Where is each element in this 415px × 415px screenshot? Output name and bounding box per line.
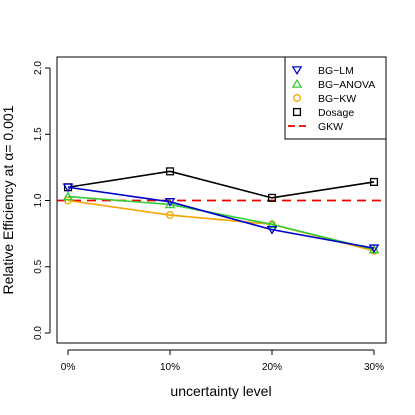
series-line-bg-kw [67, 199, 375, 252]
y-axis: 0.0 0.5 1.0 1.5 2.0 [33, 61, 51, 340]
series-dosage [63, 167, 379, 202]
data-point-bg-lm [266, 225, 278, 235]
series-line-dosage [67, 170, 375, 199]
x-tick-label: 0% [61, 362, 76, 373]
y-axis-title-alpha: α= 0.001 [0, 105, 16, 160]
data-point-bg-kw [166, 211, 174, 220]
legend-marker-bg-kw [293, 94, 301, 102]
y-tick-label: 0.5 [33, 259, 44, 273]
legend-marker-dosage [292, 107, 302, 117]
y-tick-label: 1.0 [33, 193, 44, 207]
y-axis-title-prefix: Relative Efficiency at [0, 165, 16, 295]
x-tick-label: 10% [160, 362, 180, 373]
y-axis-title: Relative Efficiency at α= 0.001 [0, 105, 16, 294]
data-point-bg-anova [164, 199, 176, 209]
series-layer [62, 167, 380, 255]
data-point-bg-lm [164, 198, 176, 207]
legend: BG−LM BG−ANOVA BG−KW Dosage GKW [284, 56, 387, 140]
data-point-dosage [267, 193, 277, 202]
legend-label-bg-lm: BG−LM [318, 65, 354, 77]
y-tick-label: 2.0 [33, 61, 44, 75]
legend-label-dosage: Dosage [318, 107, 354, 119]
series-line-bg-lm [67, 186, 375, 249]
x-axis: 0% 10% 20% 30% [61, 349, 384, 373]
y-tick-label: 0.0 [33, 326, 44, 340]
data-point-bg-anova [62, 191, 74, 201]
legend-label-bg-kw: BG−KW [318, 93, 356, 105]
legend-marker-bg-lm [291, 66, 303, 76]
x-tick-label: 20% [262, 362, 282, 373]
legend-label-gkw: GKW [318, 121, 343, 133]
legend-marker-bg-anova [291, 78, 303, 88]
data-point-bg-lm [62, 183, 74, 193]
data-point-dosage [369, 177, 379, 187]
series-bg-anova [62, 191, 380, 254]
data-point-dosage [165, 167, 175, 176]
data-point-bg-anova [266, 219, 278, 229]
series-bg-kw [64, 196, 378, 255]
y-tick-label: 1.5 [33, 127, 44, 141]
x-tick-label: 30% [364, 362, 384, 373]
x-axis-title: uncertainty level [170, 383, 271, 399]
data-point-bg-lm [368, 244, 380, 254]
series-line-bg-anova [67, 195, 375, 251]
series-bg-lm [62, 183, 380, 254]
legend-label-bg-anova: BG−ANOVA [318, 79, 375, 91]
